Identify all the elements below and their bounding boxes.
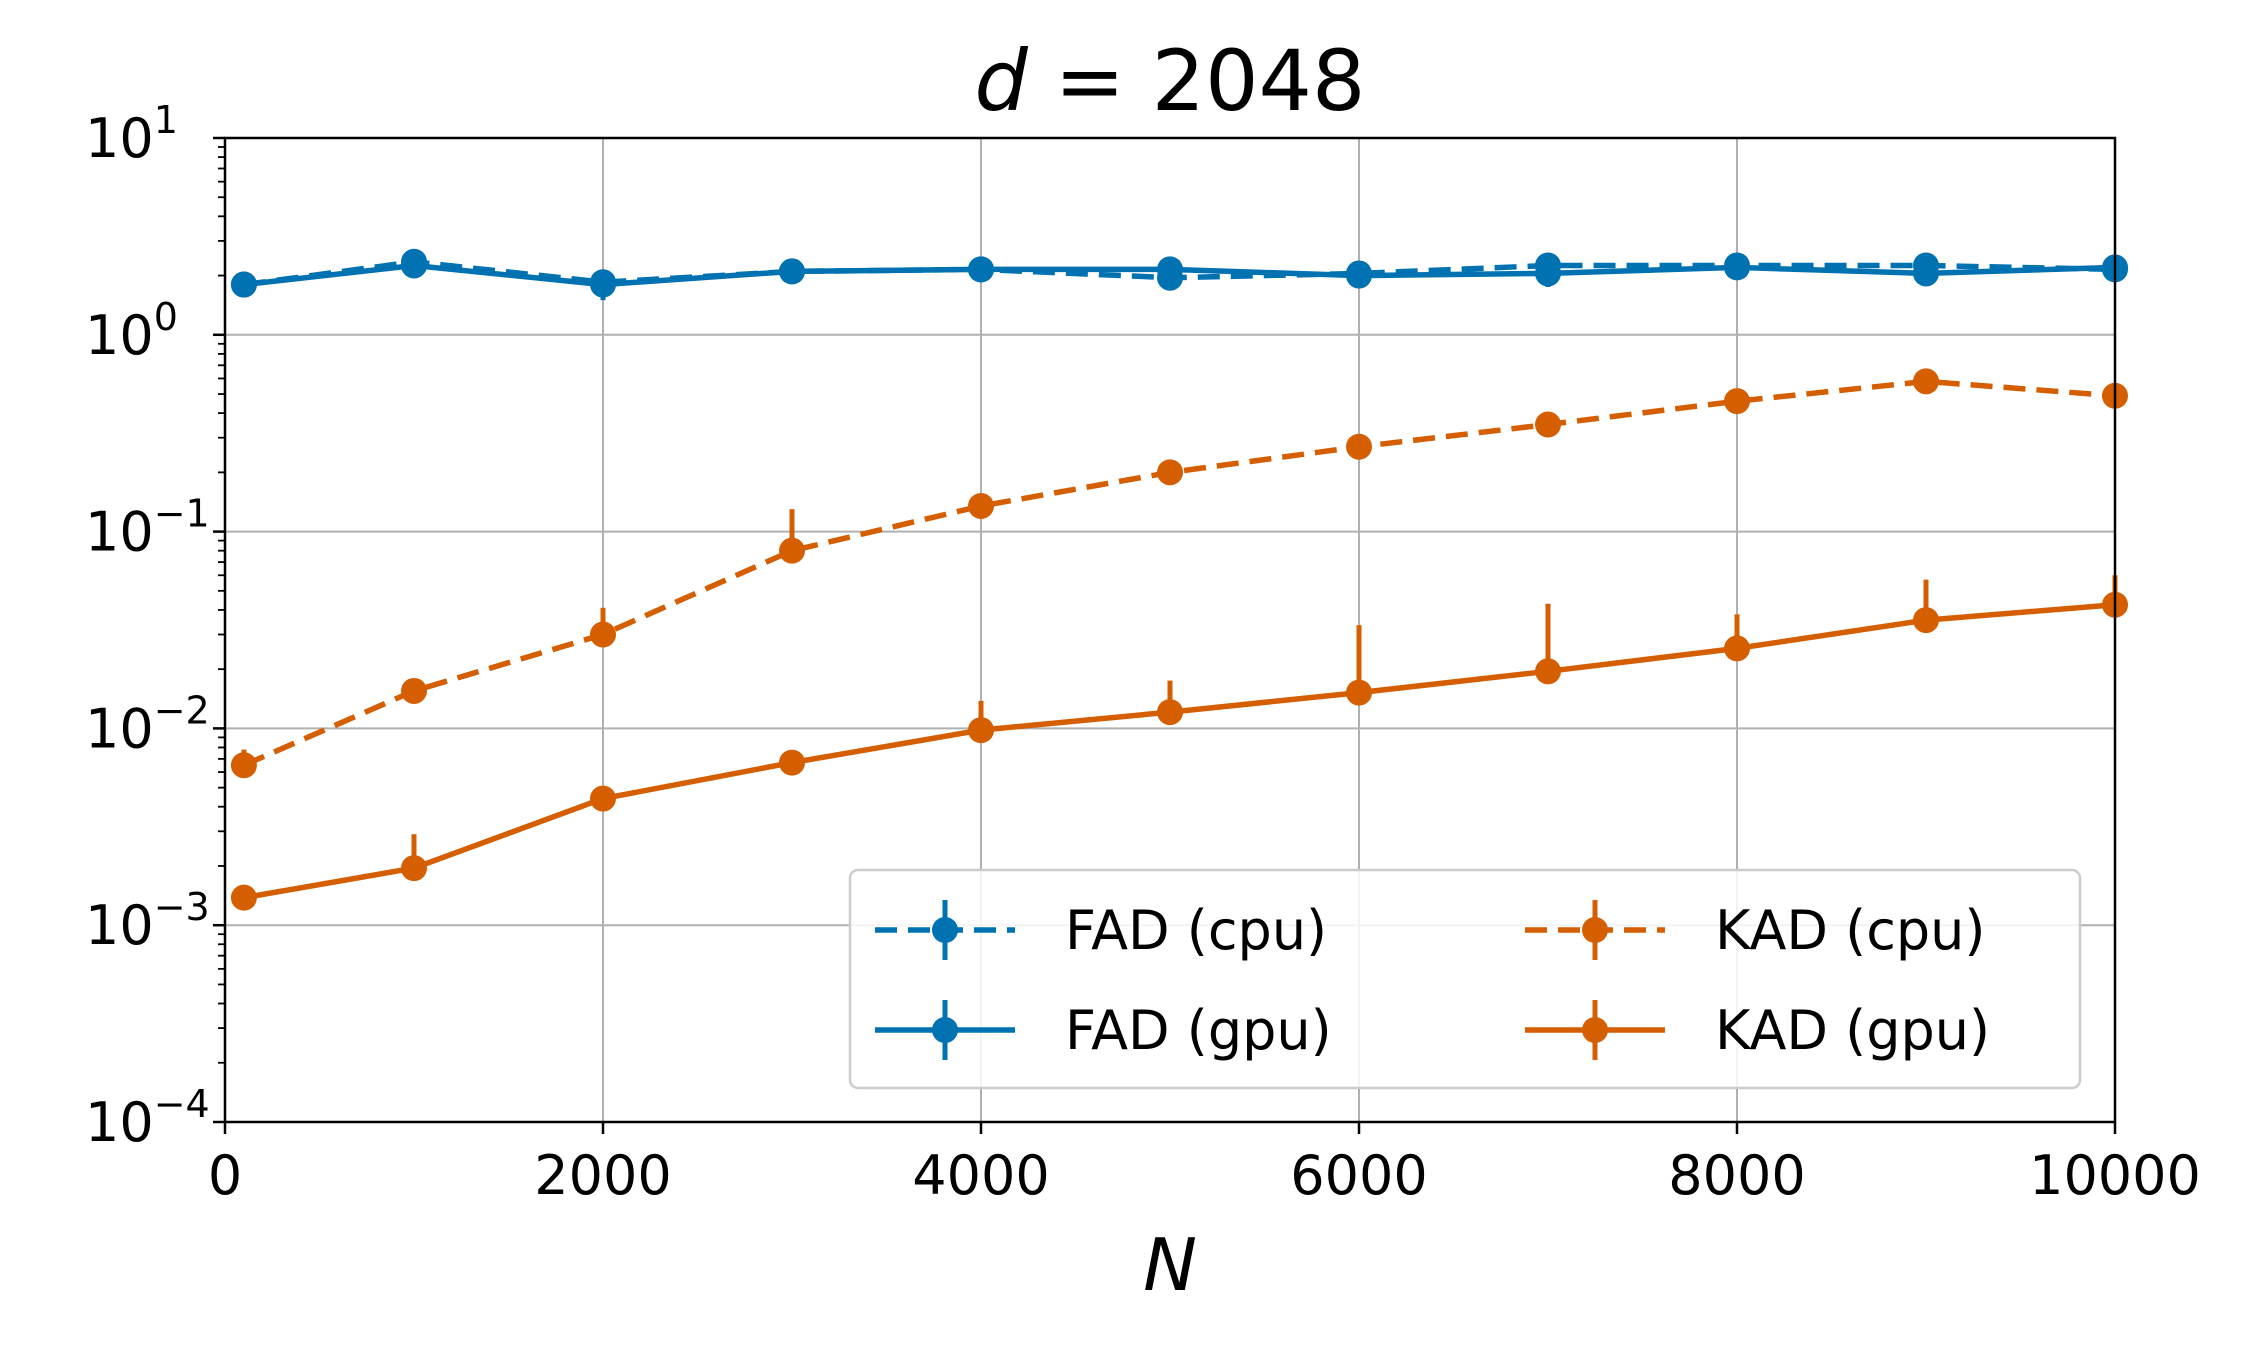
y-tick-base: 10 (85, 1091, 154, 1154)
data-point (590, 785, 616, 812)
y-tick-label: 10−4 (85, 1082, 210, 1154)
data-point (401, 855, 427, 882)
data-point (1913, 607, 1939, 634)
legend-label: FAD (cpu) (1065, 899, 1327, 962)
x-tick-label: 8000 (1668, 1144, 1805, 1207)
y-tick-exponent: −3 (154, 885, 210, 929)
y-tick-label: 100 (85, 295, 178, 367)
data-point (1346, 679, 1372, 706)
data-point (1157, 459, 1183, 486)
chart-title-variable: d (975, 32, 1029, 130)
series-fad-gpu (230, 252, 2128, 298)
y-tick-base: 10 (85, 697, 154, 760)
data-point (968, 492, 994, 519)
legend-label: KAD (cpu) (1715, 899, 1985, 962)
y-tick-base: 10 (85, 304, 154, 367)
data-point (401, 677, 427, 704)
plot-frame (223, 136, 2117, 1124)
data-point (779, 537, 805, 564)
y-tick-exponent: −2 (154, 688, 210, 732)
legend-label: FAD (gpu) (1065, 999, 1332, 1062)
data-point (590, 621, 616, 648)
data-point (1913, 368, 1939, 395)
data-point (230, 884, 257, 911)
y-tick-label: 10−2 (85, 688, 210, 760)
legend-marker-swatch (1582, 917, 1608, 943)
y-tick-exponent: −1 (154, 492, 210, 536)
x-tick-label: 4000 (912, 1144, 1049, 1207)
legend-box (848, 868, 2082, 1090)
data-point (1724, 635, 1750, 662)
legend-item: KAD (gpu) (1525, 999, 1990, 1062)
data-point (1535, 411, 1561, 438)
chart-title-value: 2048 (1152, 32, 1366, 130)
data-point (230, 752, 257, 779)
legend-item: KAD (cpu) (1525, 899, 1985, 962)
y-tick-base: 10 (85, 501, 154, 564)
x-tick-label: 6000 (1290, 1144, 1427, 1207)
y-tick-base: 10 (85, 107, 154, 170)
data-point (1724, 388, 1750, 415)
data-point (1346, 433, 1372, 460)
data-point (1535, 658, 1561, 685)
data-point (1157, 699, 1183, 726)
data-point (230, 271, 257, 298)
y-tick-base: 10 (85, 894, 154, 957)
x-tick-label: 2000 (534, 1144, 671, 1207)
y-tick-label: 101 (85, 98, 178, 170)
axes-layer (223, 136, 2117, 1124)
data-point (779, 749, 805, 776)
legend-item: FAD (cpu) (875, 899, 1327, 962)
legend-marker-swatch (932, 1017, 958, 1043)
y-tick-exponent: 1 (154, 98, 178, 142)
x-axis-label: N (1143, 1223, 1197, 1307)
series-layer (230, 248, 2128, 911)
y-tick-label: 10−1 (85, 492, 210, 564)
x-tick-label: 10000 (2029, 1144, 2201, 1207)
legend: FAD (cpu) FAD (gpu) KAD (cpu) KAD (gpu) (848, 868, 2082, 1090)
tick-layer: 0 2000 4000 6000 8000 1000010110010−110−210−3… (85, 98, 2201, 1207)
data-point (590, 271, 616, 298)
data-point (401, 252, 427, 279)
legend-marker-swatch (932, 917, 958, 943)
legend-item: FAD (gpu) (875, 999, 1332, 1062)
chart-title-equals: = (1028, 32, 1152, 130)
data-point (1157, 256, 1183, 283)
legend-label: KAD (gpu) (1715, 999, 1990, 1062)
chart-title: d = 2048 (975, 32, 1366, 130)
data-point (779, 258, 805, 285)
data-point (1724, 254, 1750, 281)
y-tick-label: 10−3 (85, 885, 210, 957)
data-point (968, 717, 994, 744)
legend-marker-swatch (1582, 1017, 1608, 1043)
data-point (1913, 260, 1939, 287)
y-tick-exponent: −4 (154, 1082, 210, 1126)
data-point (968, 256, 994, 283)
data-point (1535, 260, 1561, 287)
data-point (1346, 262, 1372, 289)
y-tick-exponent: 0 (154, 295, 178, 339)
x-tick-label: 0 (208, 1144, 242, 1207)
